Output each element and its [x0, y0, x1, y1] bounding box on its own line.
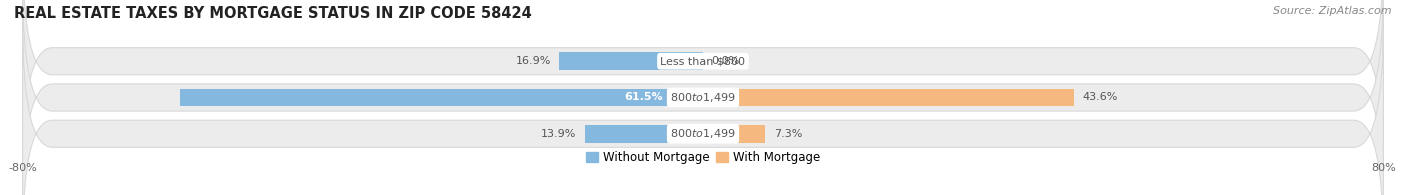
Text: 61.5%: 61.5%: [624, 92, 664, 103]
Bar: [560, 52, 703, 70]
Text: 7.3%: 7.3%: [773, 129, 801, 139]
Legend: Without Mortgage, With Mortgage: Without Mortgage, With Mortgage: [581, 146, 825, 169]
Bar: [180, 89, 703, 106]
FancyBboxPatch shape: [22, 20, 1384, 195]
Text: Less than $800: Less than $800: [661, 56, 745, 66]
Text: $800 to $1,499: $800 to $1,499: [671, 127, 735, 140]
Bar: [703, 125, 765, 143]
Bar: [703, 89, 1074, 106]
Bar: [585, 125, 703, 143]
FancyBboxPatch shape: [22, 0, 1384, 175]
Text: 13.9%: 13.9%: [541, 129, 576, 139]
Text: REAL ESTATE TAXES BY MORTGAGE STATUS IN ZIP CODE 58424: REAL ESTATE TAXES BY MORTGAGE STATUS IN …: [14, 6, 531, 21]
Text: 43.6%: 43.6%: [1083, 92, 1118, 103]
FancyBboxPatch shape: [22, 0, 1384, 195]
Text: $800 to $1,499: $800 to $1,499: [671, 91, 735, 104]
Text: 16.9%: 16.9%: [516, 56, 551, 66]
Text: 0.0%: 0.0%: [711, 56, 740, 66]
Text: Source: ZipAtlas.com: Source: ZipAtlas.com: [1274, 6, 1392, 16]
